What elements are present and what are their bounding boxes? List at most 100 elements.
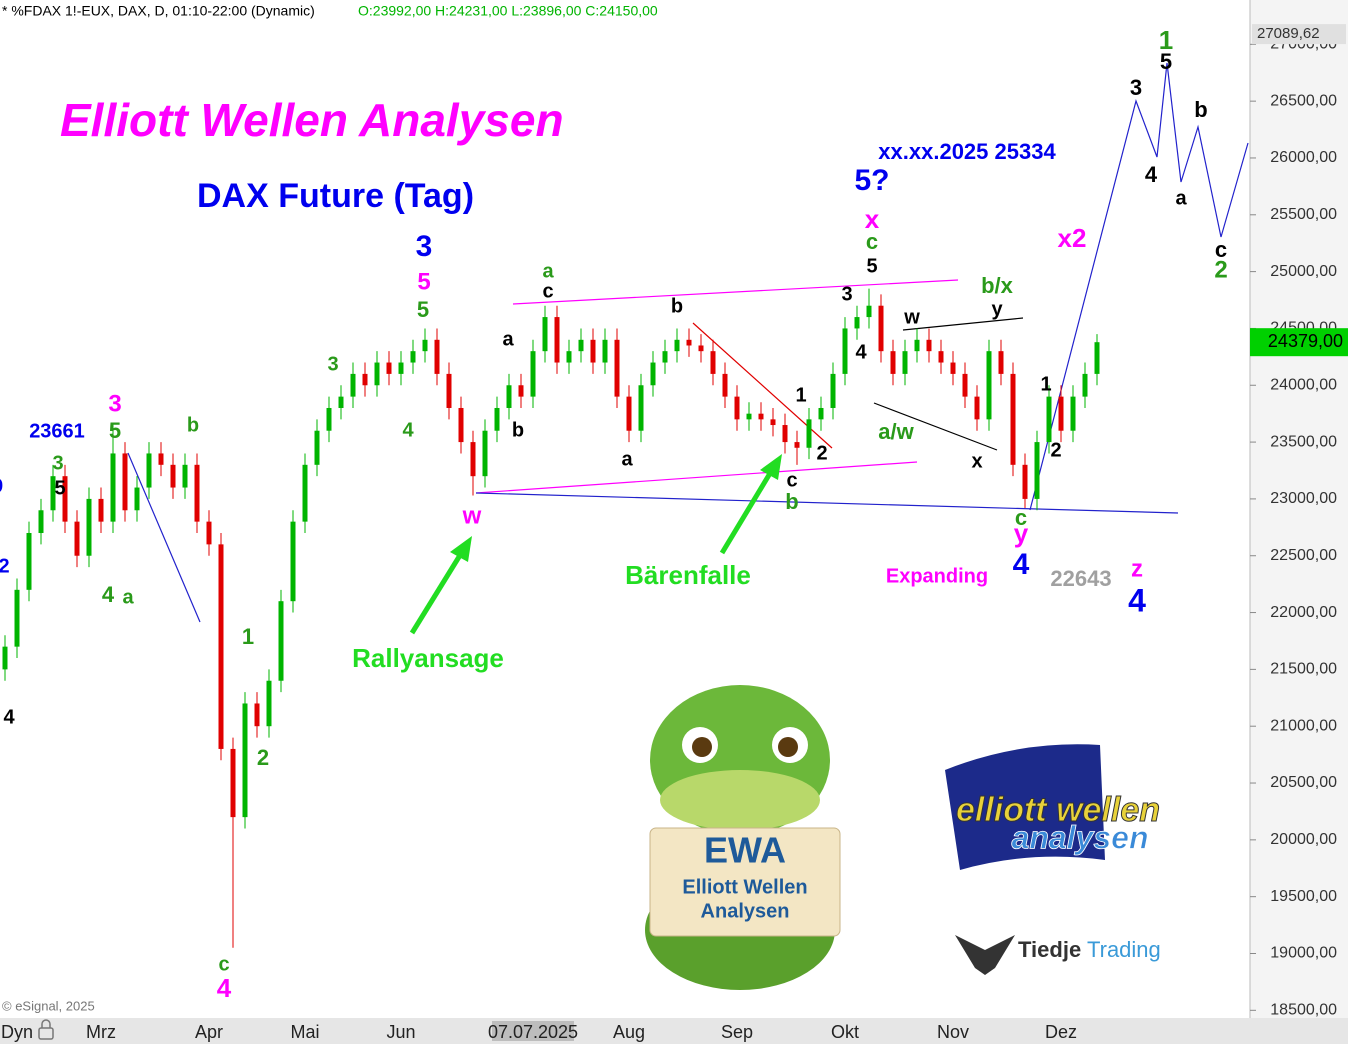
candle-body [158, 453, 164, 465]
trendline [512, 279, 959, 305]
wave-label: 3 [108, 390, 121, 417]
wave-label: a [621, 448, 633, 470]
wave-label: x2 [1058, 223, 1087, 253]
wave-label: x [865, 204, 880, 234]
wave-label: Bärenfalle [625, 560, 751, 590]
candle-body [902, 351, 908, 374]
candle-body [338, 396, 344, 408]
wave-label: b [671, 295, 683, 317]
y-tick-label: 18500,00 [1270, 1002, 1337, 1019]
candle-body [866, 305, 872, 318]
chart-title: Elliott Wellen Analysen [60, 94, 564, 146]
candle-body [278, 601, 284, 681]
x-tick-label: 07.07.2025 [488, 1022, 578, 1042]
wave-label: 4 [402, 419, 414, 441]
y-tick-label: 19500,00 [1270, 888, 1337, 905]
wave-label: y [1014, 518, 1029, 548]
candle-body [290, 521, 296, 602]
wave-label: a [542, 260, 554, 282]
x-tick-label: Nov [937, 1022, 969, 1042]
candle-body [806, 419, 812, 448]
candle-body [26, 533, 32, 590]
candle-body [590, 339, 596, 363]
wave-label: 2 [1214, 256, 1227, 283]
candle-body [410, 351, 416, 363]
wave-label: 5 [109, 418, 121, 443]
brand-logo: elliott wellen analysen [945, 744, 1161, 870]
wave-label: 5? [854, 164, 889, 197]
candle-body [374, 362, 380, 386]
wave-label: 4 [217, 973, 232, 1003]
mascot-pupil [778, 737, 798, 757]
candle-body [1022, 464, 1028, 499]
candle-body [938, 351, 944, 363]
candle-body [830, 373, 836, 408]
wave-label: 5 [54, 477, 65, 499]
y-tick-label: 25000,00 [1270, 263, 1337, 280]
candle-body [878, 305, 884, 352]
wave-label: 4 [855, 341, 867, 363]
projection-line [1029, 62, 1249, 511]
candle-body [182, 464, 188, 488]
x-tick-label: Apr [195, 1022, 223, 1042]
wave-label: 2 [0, 555, 10, 577]
candle-body [614, 339, 620, 397]
candle-body [146, 453, 152, 488]
candle-body [1058, 396, 1064, 431]
wave-label: 4 [1128, 582, 1146, 618]
candle-body [230, 748, 236, 818]
sign-line: Analysen [701, 900, 790, 922]
tiedje-text: Tiedje [1018, 937, 1081, 962]
candle-body [998, 351, 1004, 374]
wave-label: xx.xx.2025 25334 [878, 139, 1056, 164]
candle-body [434, 339, 440, 374]
candle-body [98, 498, 104, 522]
candle-body [350, 373, 356, 397]
wave-label: 1 [242, 624, 254, 649]
lock-icon [38, 1019, 54, 1040]
flag [945, 744, 1105, 870]
mascot-sign [649, 827, 841, 937]
candle-body [926, 339, 932, 352]
candle-body [566, 351, 572, 363]
candle-body [206, 521, 212, 545]
wave-label: z [1131, 555, 1143, 582]
candle-body [446, 373, 452, 408]
wave-label: a [1175, 187, 1187, 209]
candle-body [266, 680, 272, 727]
wave-label: c [542, 280, 553, 302]
wave-labels: 2366129243535b4a12c434355wRallyansageaba… [0, 25, 1228, 1003]
candle-body [722, 373, 728, 397]
wave-label: 4 [102, 582, 115, 607]
high-marker-box [1252, 24, 1346, 45]
candle-body [974, 396, 980, 420]
candle-body [326, 407, 332, 431]
mascot-snout [660, 770, 820, 830]
candle-body [950, 362, 956, 374]
candle-body [890, 351, 896, 374]
lock-shackle [41, 1019, 51, 1028]
wave-label: 4 [1013, 548, 1030, 581]
trendline [475, 492, 1179, 514]
candle-body [818, 407, 824, 420]
candle-body [74, 521, 80, 556]
y-tick-label: 24000,00 [1270, 376, 1337, 393]
candle-body [506, 385, 512, 408]
arrows [409, 454, 782, 635]
candle-body [386, 362, 392, 374]
wave-label: b [785, 489, 798, 514]
x-label-highlight [492, 1021, 574, 1041]
candle-body [398, 362, 404, 374]
time-axis-panel [0, 1018, 1348, 1044]
x-tick-label: Mrz [86, 1022, 116, 1042]
wave-label: w [462, 502, 482, 529]
candle-body [542, 317, 548, 352]
wave-label: 4 [3, 706, 15, 728]
wave-label: 2 [816, 442, 827, 464]
arrow [409, 550, 465, 635]
wave-label: 3 [1130, 75, 1142, 100]
y-tick-label: 20500,00 [1270, 774, 1337, 791]
candle-body [302, 464, 308, 522]
